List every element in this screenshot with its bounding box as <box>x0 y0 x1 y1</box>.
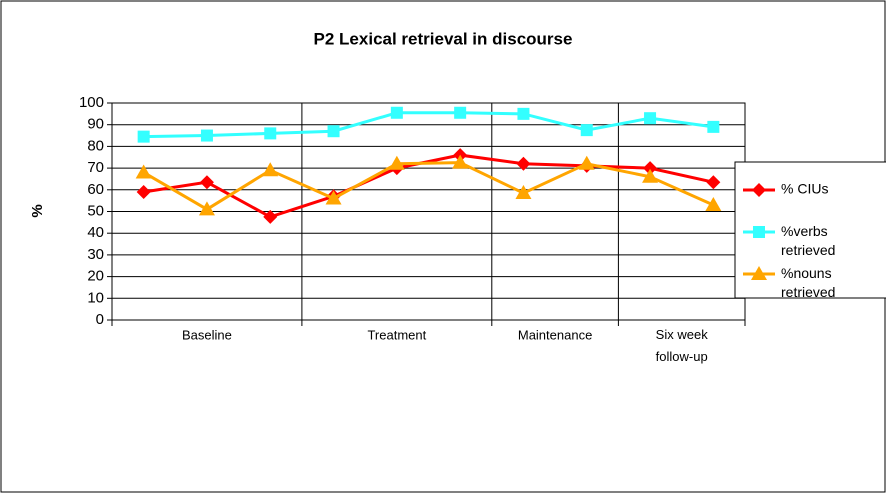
y-tick-label: 90 <box>87 116 104 133</box>
point <box>515 185 532 200</box>
y-tick-label: 30 <box>87 246 104 263</box>
chart-title: P2 Lexical retrieval in discourse <box>314 29 573 48</box>
point <box>263 209 278 224</box>
point <box>705 196 722 211</box>
y-tick-label: 100 <box>79 94 104 111</box>
point <box>454 106 467 119</box>
point <box>578 155 595 170</box>
series-line <box>142 161 714 212</box>
point <box>707 120 720 133</box>
legend-label: %verbs retrieved <box>781 223 835 258</box>
point <box>753 226 765 238</box>
point <box>135 164 152 179</box>
x-group-label: Six week follow-up <box>656 327 709 364</box>
x-group-label: Treatment <box>367 327 426 342</box>
legend-label: %nouns retrieved <box>781 265 835 300</box>
point <box>390 106 403 119</box>
y-tick-label: 70 <box>87 159 104 176</box>
point <box>264 127 277 140</box>
y-tick-label: 60 <box>87 181 104 198</box>
x-group-label: Maintenance <box>518 327 592 342</box>
point <box>517 107 530 120</box>
point <box>643 161 658 176</box>
y-axis-title: % <box>29 204 46 217</box>
point <box>752 183 766 197</box>
y-tick-label: 20 <box>87 268 104 285</box>
point <box>327 125 340 138</box>
point <box>642 168 659 183</box>
point <box>200 129 213 142</box>
point <box>516 156 531 171</box>
point <box>644 112 657 125</box>
x-group-label: Baseline <box>182 327 232 342</box>
point <box>198 201 215 216</box>
point <box>706 175 721 190</box>
y-tick-label: 0 <box>96 311 104 328</box>
point <box>325 190 342 205</box>
y-tick-label: 80 <box>87 137 104 154</box>
point <box>751 266 767 280</box>
series-line <box>143 153 714 219</box>
y-tick-label: 40 <box>87 224 104 241</box>
point <box>137 130 150 143</box>
point <box>388 155 405 170</box>
point <box>262 162 279 177</box>
y-tick-label: 50 <box>87 202 104 219</box>
y-tick-label: 10 <box>87 289 104 306</box>
point <box>452 154 469 169</box>
point <box>199 175 214 190</box>
legend-label: % CIUs <box>781 181 828 197</box>
series-line <box>143 111 714 139</box>
point <box>136 184 151 199</box>
point <box>580 124 593 137</box>
